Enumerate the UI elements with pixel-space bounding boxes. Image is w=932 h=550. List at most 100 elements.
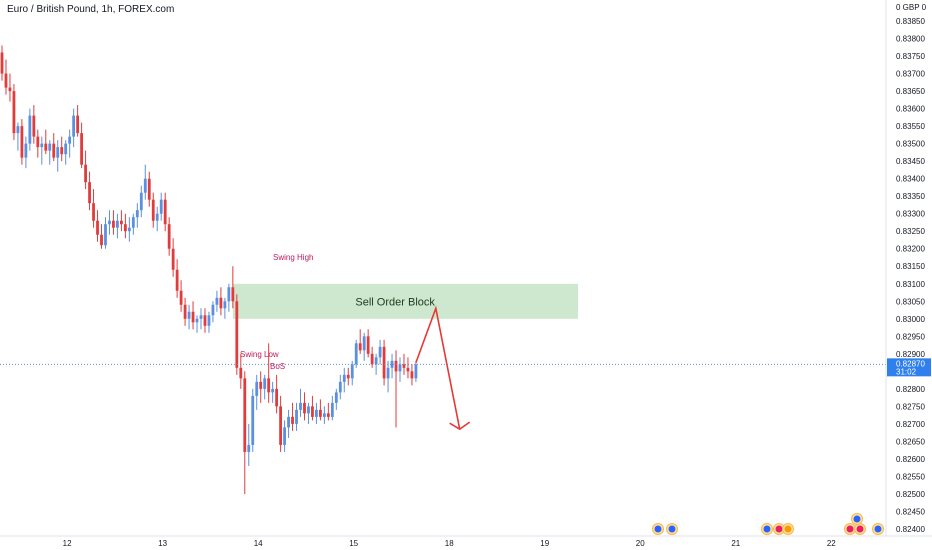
price-tick-label: 0.82950 bbox=[896, 332, 925, 341]
candle bbox=[84, 150, 87, 190]
candle bbox=[295, 402, 298, 431]
event-icon[interactable] bbox=[872, 523, 884, 535]
candle bbox=[406, 357, 410, 379]
price-tick-label: 0.82800 bbox=[896, 385, 925, 394]
price-tick-label: 0.83750 bbox=[896, 52, 925, 61]
candle bbox=[362, 332, 366, 361]
price-tick-label: 0.83150 bbox=[896, 262, 925, 271]
candle bbox=[24, 136, 28, 169]
candle bbox=[330, 395, 334, 421]
candle bbox=[283, 420, 286, 452]
price-tick-label: 0.82650 bbox=[896, 437, 925, 446]
candle bbox=[398, 357, 402, 382]
currency-label: 0 GBP 0 bbox=[896, 3, 927, 12]
time-tick-label: 15 bbox=[349, 539, 358, 548]
candle bbox=[338, 374, 342, 400]
candle bbox=[354, 339, 358, 368]
candle bbox=[104, 217, 107, 249]
candle bbox=[215, 290, 219, 312]
candle bbox=[108, 210, 111, 235]
candle bbox=[127, 217, 131, 242]
candle bbox=[303, 392, 306, 421]
candle bbox=[275, 374, 279, 414]
candle bbox=[307, 402, 310, 424]
candle bbox=[0, 45, 4, 81]
last-price-tag-bg bbox=[887, 358, 931, 377]
event-icon[interactable] bbox=[851, 513, 863, 525]
bos-label: BoS bbox=[270, 362, 285, 371]
candle bbox=[382, 339, 386, 386]
time-tick-label: 21 bbox=[731, 539, 740, 548]
price-tick-label: 0.82600 bbox=[896, 455, 925, 464]
candle bbox=[271, 381, 275, 403]
price-tick-label: 0.83400 bbox=[896, 175, 925, 184]
candle bbox=[414, 360, 418, 382]
event-icon[interactable] bbox=[854, 523, 866, 535]
candle bbox=[291, 402, 294, 431]
candle bbox=[135, 203, 139, 228]
candle bbox=[64, 140, 68, 165]
candle bbox=[350, 360, 354, 386]
candle bbox=[20, 119, 24, 165]
sell-order-block-label: Sell Order Block bbox=[355, 296, 435, 308]
last-price-value: 0.82870 bbox=[896, 359, 925, 368]
time-tick-label: 12 bbox=[63, 539, 72, 548]
price-tick-label: 0.83050 bbox=[896, 297, 925, 306]
economic-event-icons[interactable] bbox=[652, 513, 884, 535]
candle bbox=[12, 84, 16, 141]
candle bbox=[299, 388, 302, 417]
candle bbox=[131, 213, 135, 235]
candle bbox=[68, 129, 72, 158]
candle bbox=[147, 171, 151, 207]
price-tick-label: 0.82750 bbox=[896, 402, 925, 411]
candle bbox=[326, 402, 330, 421]
candle bbox=[322, 406, 326, 424]
event-icon[interactable] bbox=[773, 523, 785, 535]
price-tick-label: 0.83700 bbox=[896, 70, 925, 79]
candle bbox=[120, 210, 123, 232]
candle bbox=[259, 371, 263, 403]
candle bbox=[80, 122, 83, 169]
price-tick-label: 0.83600 bbox=[896, 105, 925, 114]
candle bbox=[247, 423, 251, 466]
price-tick-label: 0.82900 bbox=[896, 350, 925, 359]
candle bbox=[223, 297, 227, 319]
candle bbox=[203, 308, 207, 333]
price-tick-label: 0.82500 bbox=[896, 490, 925, 499]
candle bbox=[263, 374, 267, 400]
candle bbox=[155, 206, 159, 232]
candle bbox=[159, 192, 163, 221]
candle bbox=[402, 353, 406, 375]
event-icon[interactable] bbox=[666, 523, 678, 535]
candle bbox=[227, 283, 231, 312]
candle bbox=[378, 339, 382, 365]
candle bbox=[112, 210, 115, 235]
candle bbox=[207, 311, 211, 333]
candle bbox=[96, 210, 99, 242]
candle bbox=[243, 371, 247, 494]
candle bbox=[219, 287, 223, 316]
candle bbox=[319, 399, 322, 421]
event-icon[interactable] bbox=[782, 523, 794, 535]
candle bbox=[183, 297, 187, 326]
candle bbox=[394, 350, 398, 428]
event-icon[interactable] bbox=[844, 523, 856, 535]
candle bbox=[88, 171, 91, 211]
event-icon[interactable] bbox=[761, 523, 773, 535]
candle bbox=[358, 329, 362, 354]
candle bbox=[366, 329, 370, 358]
price-tick-label: 0.82550 bbox=[896, 472, 925, 481]
swing-high-label: Swing High bbox=[273, 253, 313, 262]
time-tick-label: 22 bbox=[827, 539, 836, 548]
candle bbox=[287, 409, 290, 438]
candle bbox=[255, 374, 259, 410]
projection-arrow-path bbox=[415, 305, 461, 430]
candle bbox=[151, 192, 155, 228]
candle bbox=[100, 224, 103, 249]
swing-markers bbox=[236, 331, 238, 347]
candle bbox=[139, 185, 143, 218]
time-tick-label: 14 bbox=[254, 539, 263, 548]
event-icon[interactable] bbox=[652, 523, 664, 535]
candle bbox=[163, 192, 167, 232]
